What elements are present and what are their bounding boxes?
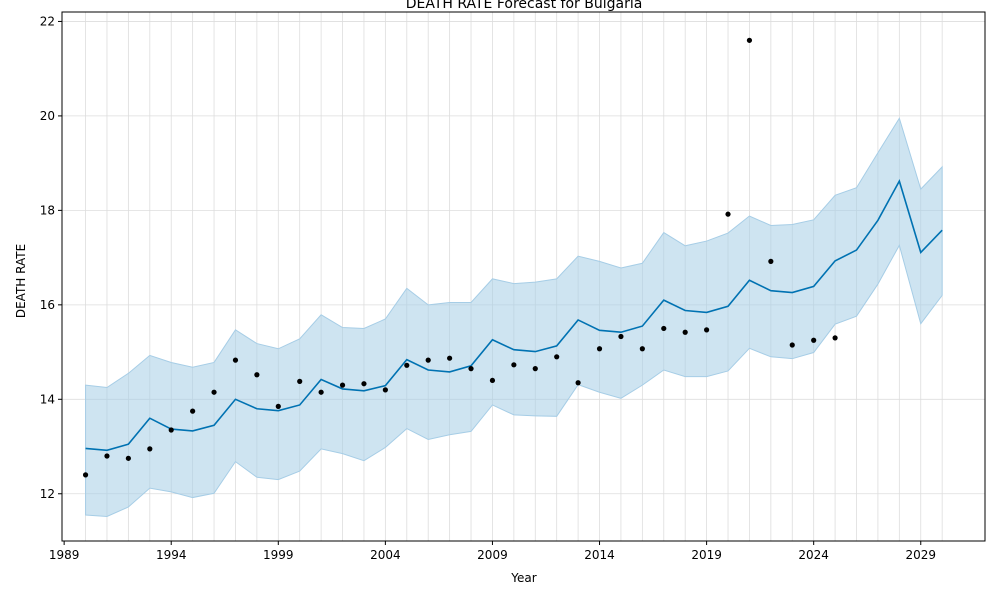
- observed-point: [575, 380, 581, 386]
- y-axis-title: DEATH RATE: [14, 244, 28, 318]
- observed-point: [639, 346, 645, 352]
- observed-point: [168, 427, 174, 433]
- x-tick-label: 2014: [584, 548, 615, 562]
- x-tick-label: 2029: [905, 548, 936, 562]
- x-axis-ticks: 1989 1994 1999 2004 2009 2014 2019 2024 2029: [49, 541, 936, 562]
- observed-point: [339, 382, 346, 388]
- observed-point: [125, 455, 131, 461]
- observed-point: [211, 389, 217, 395]
- observed-point: [554, 354, 560, 360]
- observed-point: [768, 258, 774, 264]
- observed-point: [404, 362, 410, 368]
- y-tick-label: 22: [40, 14, 55, 28]
- observed-point: [468, 366, 474, 372]
- observed-point: [832, 335, 838, 341]
- observed-points-layer: [82, 37, 838, 478]
- observed-point: [704, 327, 710, 333]
- observed-point: [147, 446, 153, 452]
- observed-point: [82, 472, 89, 478]
- observed-point: [297, 378, 303, 384]
- x-tick-label: 1999: [263, 548, 294, 562]
- x-tick-label: 2024: [798, 548, 829, 562]
- x-tick-label: 1994: [156, 548, 187, 562]
- x-axis-title: Year: [510, 571, 536, 585]
- y-tick-label: 18: [40, 203, 55, 217]
- observed-point: [811, 337, 817, 343]
- x-tick-label: 2009: [477, 548, 508, 562]
- observed-point: [254, 372, 260, 378]
- observed-point: [725, 211, 731, 217]
- observed-point: [489, 377, 496, 384]
- observed-point: [532, 366, 538, 372]
- observed-point: [425, 357, 431, 363]
- observed-point: [682, 329, 688, 335]
- x-tick-label: 1989: [49, 548, 80, 562]
- observed-point: [318, 389, 324, 395]
- observed-point: [746, 37, 753, 43]
- observed-point: [190, 408, 196, 414]
- y-tick-label: 16: [40, 298, 55, 312]
- uncertainty-band-layer: [85, 117, 943, 517]
- forecast-line: [85, 179, 943, 452]
- observed-point: [232, 357, 239, 363]
- y-tick-label: 20: [40, 109, 55, 123]
- observed-point: [275, 403, 281, 409]
- y-tick-label: 12: [40, 487, 55, 501]
- observed-point: [596, 346, 603, 352]
- forecast-line-layer: [85, 179, 943, 452]
- observed-point: [618, 333, 624, 340]
- uncertainty-band: [85, 117, 943, 517]
- x-tick-label: 2004: [370, 548, 401, 562]
- chart-title: DEATH RATE Forecast for Bulgaria: [406, 0, 643, 12]
- plot-frame: [61, 11, 986, 542]
- observed-point: [361, 381, 367, 387]
- observed-point: [104, 453, 110, 459]
- observed-point: [661, 325, 667, 332]
- x-tick-label: 2019: [691, 548, 722, 562]
- observed-point: [382, 387, 388, 393]
- y-tick-label: 14: [40, 392, 55, 406]
- observed-point: [511, 362, 517, 368]
- observed-point: [789, 342, 795, 348]
- y-axis-ticks: 12 14 16 18 20 22: [40, 14, 62, 501]
- observed-point: [447, 355, 453, 361]
